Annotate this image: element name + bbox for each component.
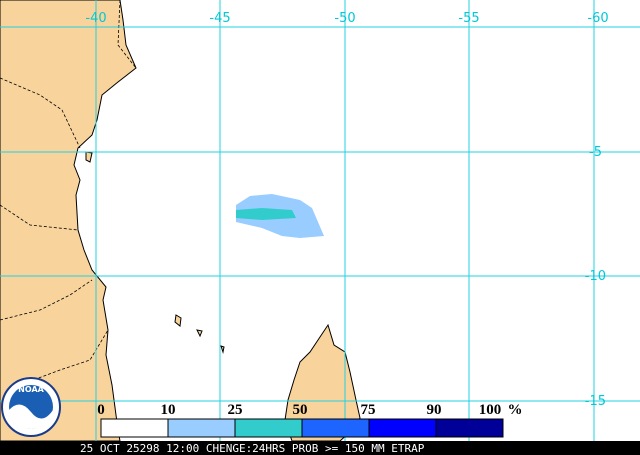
legend-label: 0 bbox=[97, 402, 105, 418]
lon-label: -55 bbox=[458, 11, 479, 26]
graticule bbox=[0, 0, 640, 441]
footer-text: 25 OCT 25298 12:00 CHENGE:24HRS PROB >= … bbox=[80, 442, 425, 455]
prob-25-50 bbox=[236, 208, 296, 220]
lon-label: -40 bbox=[85, 11, 106, 26]
legend-swatch bbox=[100, 418, 169, 438]
legend: 0 10 25 50 75 90 100 % bbox=[97, 402, 523, 438]
logo-text: NOAA bbox=[18, 385, 44, 394]
legend-label: 25 bbox=[228, 402, 243, 418]
legend-swatch bbox=[167, 418, 236, 438]
legend-unit: % bbox=[508, 402, 523, 418]
legend-swatch bbox=[234, 418, 303, 438]
legend-swatch bbox=[301, 418, 370, 438]
legend-swatch bbox=[435, 418, 504, 438]
lon-label: -45 bbox=[209, 11, 230, 26]
noaa-logo: NOAA bbox=[1, 377, 61, 437]
lat-label: -10 bbox=[585, 269, 606, 284]
lat-label: -5 bbox=[589, 145, 602, 160]
legend-label: 75 bbox=[361, 402, 376, 418]
footer-bar bbox=[0, 441, 640, 455]
legend-label: 100 bbox=[479, 402, 502, 418]
legend-label: 50 bbox=[293, 402, 308, 418]
borders bbox=[0, 0, 137, 386]
legend-label: 90 bbox=[427, 402, 442, 418]
lon-label: -50 bbox=[334, 11, 355, 26]
lon-label: -60 bbox=[587, 11, 608, 26]
land-africa bbox=[0, 0, 137, 442]
lat-label: -15 bbox=[585, 394, 606, 409]
legend-swatch bbox=[368, 418, 437, 438]
islands bbox=[85, 151, 225, 354]
legend-label: 10 bbox=[161, 402, 176, 418]
